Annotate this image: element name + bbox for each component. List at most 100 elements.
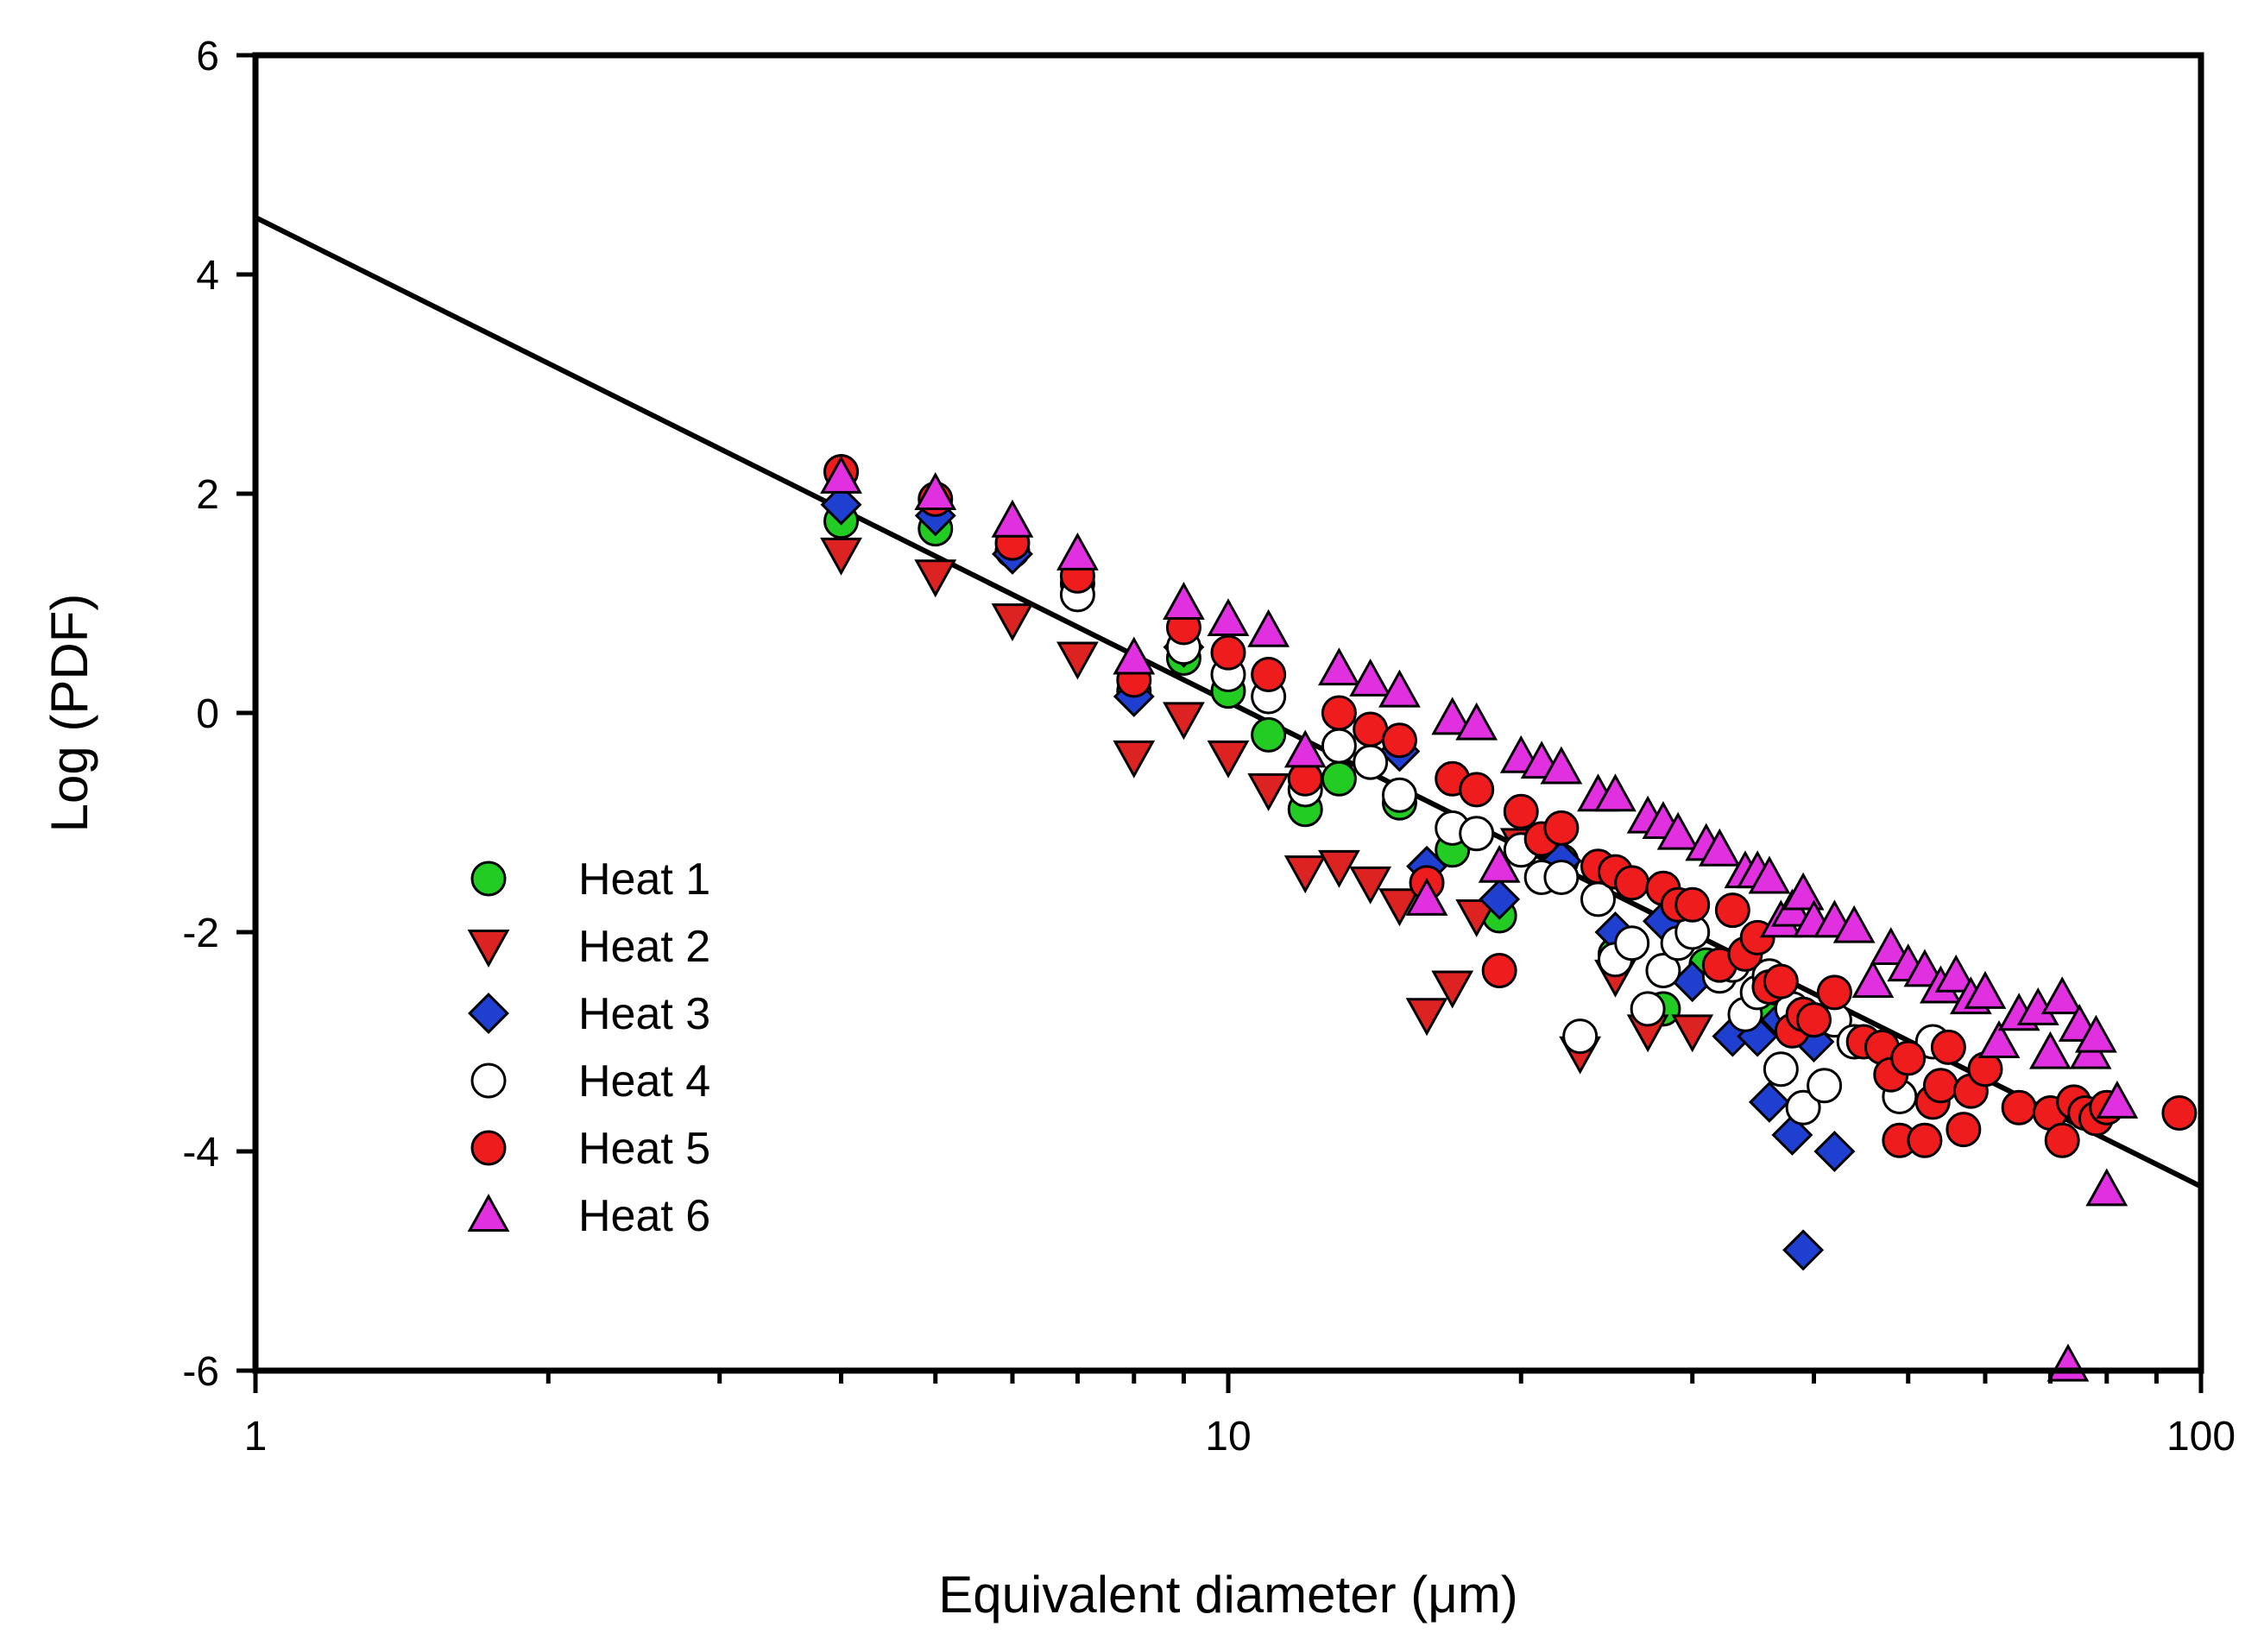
legend: Heat 1 Heat 2 Heat 3 Heat 4 Heat 5 Heat 6 <box>467 854 710 1241</box>
data-point <box>1816 974 1852 1011</box>
data-point <box>1540 746 1583 785</box>
data-point <box>1455 702 1498 741</box>
data-points-layer <box>820 454 2198 1382</box>
data-point <box>1748 855 1791 894</box>
data-point <box>1431 697 1474 735</box>
data-point <box>1321 695 1357 731</box>
y-axis-title: Log (PDF) <box>41 594 98 833</box>
data-point <box>1748 1081 1790 1123</box>
data-point <box>1318 849 1360 888</box>
data-point <box>820 456 862 494</box>
data-point <box>2040 976 2084 1015</box>
data-point <box>1349 658 1392 697</box>
data-point <box>820 483 862 526</box>
data-point <box>1431 970 1474 1009</box>
x-axis-title: Equivalent diameter (μm) <box>938 1566 1517 1624</box>
data-point <box>1964 970 2007 1009</box>
legend-label: Heat 2 <box>578 922 710 972</box>
legend-marker <box>468 993 509 1034</box>
data-point <box>1207 740 1250 779</box>
data-point <box>1630 991 1666 1027</box>
y-tick-label: 2 <box>196 472 219 518</box>
legend-marker <box>467 1194 510 1232</box>
data-point <box>1785 1089 1821 1126</box>
x-tick-label: 10 <box>1205 1414 1251 1460</box>
data-point <box>1318 647 1360 686</box>
data-point <box>1321 728 1357 764</box>
data-point <box>1455 899 1498 937</box>
data-point <box>2044 1122 2080 1158</box>
legend-label: Heat 4 <box>578 1056 710 1107</box>
legend-label: Heat 3 <box>578 989 710 1039</box>
data-point <box>1381 722 1417 759</box>
data-point <box>1832 905 1876 943</box>
data-point <box>1251 716 1287 753</box>
data-point <box>1674 886 1711 923</box>
data-point <box>1251 657 1287 693</box>
data-point <box>1163 702 1205 741</box>
y-tick-label: 4 <box>196 253 219 299</box>
y-tick-label: -6 <box>182 1349 219 1395</box>
data-point <box>991 499 1034 538</box>
data-point <box>2074 1014 2117 1053</box>
data-point <box>1813 1131 1856 1172</box>
data-point <box>1543 810 1580 846</box>
legend-label: Heat 5 <box>578 1124 710 1174</box>
data-point <box>1543 860 1580 895</box>
data-point <box>1378 669 1421 708</box>
data-point <box>1056 641 1099 680</box>
data-point <box>1479 878 1521 920</box>
legend-marker <box>470 861 507 897</box>
data-point <box>1946 1112 1982 1148</box>
data-point <box>914 472 957 510</box>
axes-layer <box>252 52 2204 1374</box>
x-tick-label: 100 <box>2166 1414 2236 1460</box>
data-point <box>1283 855 1327 894</box>
y-tick-label: -4 <box>182 1130 219 1176</box>
data-point <box>1796 1002 1832 1038</box>
legend-marker <box>470 1130 507 1166</box>
legend-label: Heat 6 <box>578 1191 710 1241</box>
data-point <box>1934 954 1977 993</box>
data-point <box>1763 963 1799 999</box>
data-point <box>1378 888 1421 927</box>
data-point <box>1922 1068 1958 1104</box>
data-point <box>991 603 1034 641</box>
data-point <box>1459 772 1495 808</box>
data-point <box>2046 1343 2090 1382</box>
data-point <box>1890 1040 1927 1076</box>
ticks-layer: -6 -4 -2 0 2 4 6 1 10 100 <box>182 34 2236 1460</box>
data-point <box>1163 582 1205 620</box>
data-point <box>1459 816 1495 852</box>
x-tick-label: 1 <box>244 1414 268 1460</box>
data-point <box>1247 608 1290 647</box>
data-point <box>1481 952 1517 988</box>
data-point <box>1207 598 1250 637</box>
data-point <box>1763 1051 1799 1088</box>
data-point <box>1807 1068 1843 1104</box>
data-point <box>1283 729 1327 768</box>
legend-label: Heat 1 <box>578 854 710 905</box>
data-point <box>1771 1113 1813 1156</box>
legend-marker <box>467 930 510 968</box>
data-point <box>1381 777 1417 813</box>
data-point <box>1930 1029 1966 1065</box>
data-point <box>1594 773 1637 812</box>
data-point <box>1321 760 1357 797</box>
data-point <box>1698 828 1741 867</box>
data-point <box>1503 793 1539 829</box>
y-tick-label: -2 <box>182 911 219 956</box>
data-point <box>1656 811 1700 850</box>
data-point <box>1478 844 1521 883</box>
data-point <box>2085 1168 2128 1207</box>
data-point <box>1782 872 1825 911</box>
data-point <box>1645 952 1681 988</box>
data-point <box>1405 877 1448 916</box>
data-point <box>1353 744 1389 780</box>
data-point <box>2001 1089 2037 1126</box>
y-tick-label: 6 <box>196 34 219 79</box>
legend-marker <box>470 1062 507 1099</box>
data-point <box>2096 1080 2139 1119</box>
data-point <box>1614 925 1650 962</box>
data-point <box>1113 740 1156 779</box>
